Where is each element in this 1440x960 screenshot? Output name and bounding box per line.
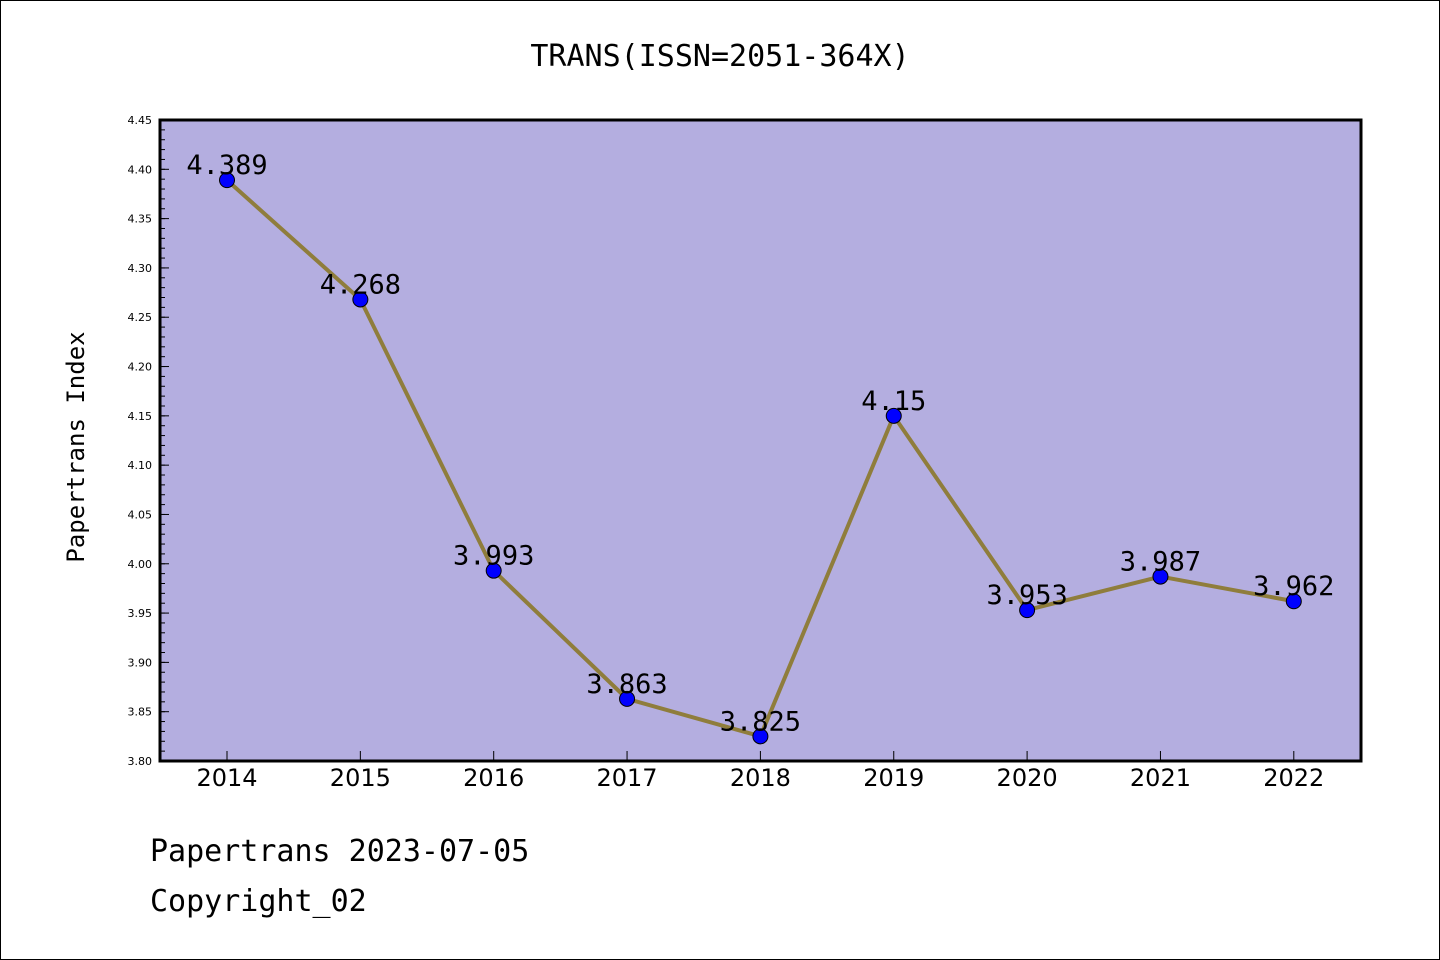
data-label: 4.15 (861, 386, 926, 417)
data-label: 3.825 (720, 706, 801, 737)
y-tick-label: 3.80 (128, 755, 153, 768)
chart-title: TRANS(ISSN=2051-364X) (530, 39, 909, 74)
x-tick-label: 2015 (330, 764, 391, 792)
x-tick-label: 2021 (1130, 764, 1191, 792)
data-point (619, 690, 636, 707)
data-label: 3.987 (1120, 547, 1201, 578)
y-axis-label: Papertrans Index (62, 331, 90, 562)
y-tick-label: 3.90 (128, 656, 153, 669)
x-tick-label: 2018 (730, 764, 791, 792)
data-label: 3.953 (986, 580, 1067, 611)
footer-source: Papertrans 2023-07-05 (150, 834, 530, 869)
x-axis: 2014 2015 2016 2017 2018 2019 2020 2021 2022 (196, 751, 1324, 792)
data-point (1019, 602, 1036, 619)
data-point (485, 562, 502, 579)
x-tick-label: 2019 (863, 764, 924, 792)
data-label: 4.389 (186, 150, 267, 181)
y-tick-label: 4.25 (128, 311, 153, 324)
x-tick-label: 2017 (597, 764, 658, 792)
y-tick-label: 4.40 (128, 163, 153, 176)
series-group: 4.389 4.268 3.993 3.863 3.825 4.15 3.953 3.987 3… (186, 150, 1334, 745)
x-tick-label: 2020 (997, 764, 1058, 792)
y-tick-label: 4.00 (128, 558, 153, 571)
data-label: 3.993 (453, 541, 534, 572)
data-label: 3.962 (1253, 571, 1334, 602)
data-label: 4.268 (320, 269, 401, 300)
data-point (752, 728, 769, 745)
data-label: 3.863 (586, 669, 667, 700)
y-tick-label: 4.35 (128, 213, 153, 226)
y-tick-label: 4.30 (128, 262, 153, 275)
x-tick-label: 2014 (196, 764, 257, 792)
data-point (1285, 593, 1302, 610)
y-axis: 3.80 3.85 3.90 3.95 4.00 4.05 4.10 4.15 4.20 4.25… (128, 114, 169, 768)
plot-area (160, 120, 1361, 761)
y-tick-label: 4.45 (128, 114, 153, 127)
footer-copyright: Copyright_02 (150, 884, 367, 919)
data-point (1152, 568, 1169, 585)
y-tick-label: 3.95 (128, 607, 153, 620)
data-point (352, 291, 369, 308)
data-point (885, 407, 902, 424)
x-tick-label: 2022 (1263, 764, 1324, 792)
y-tick-label: 4.20 (128, 361, 153, 374)
x-tick-label: 2016 (463, 764, 524, 792)
data-point (219, 172, 235, 189)
y-tick-label: 4.10 (128, 459, 153, 472)
plot-border (158, 118, 1363, 763)
y-tick-label: 4.05 (128, 508, 153, 521)
y-tick-label: 3.85 (128, 706, 153, 719)
y-tick-label: 4.15 (128, 410, 153, 423)
